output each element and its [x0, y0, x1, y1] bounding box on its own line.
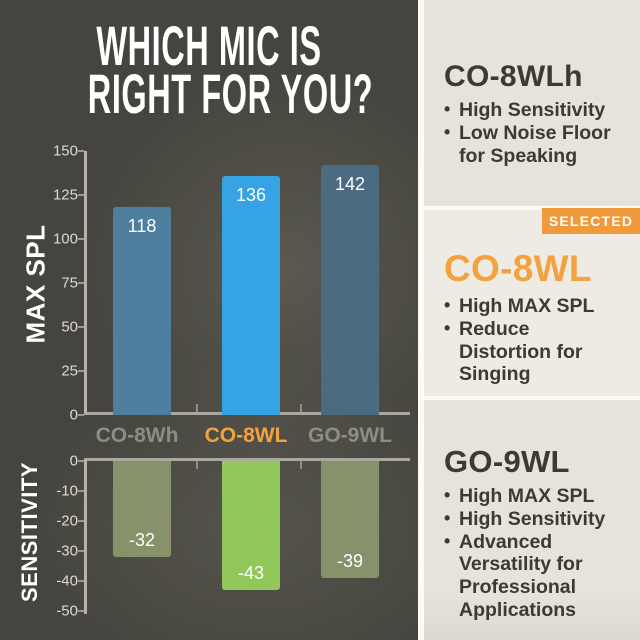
y-tick-mark [78, 370, 84, 372]
y-tick-label: 0 [69, 406, 78, 424]
y-tick-mark [78, 326, 84, 328]
bar-value-label: 118 [127, 216, 157, 237]
y-tick-mark [78, 580, 84, 582]
max-spl-chart: 150 125 100 75 50 25 0 118 136 142 [53, 143, 410, 424]
feature-bullet: Reduce Distortion for Singing [444, 318, 626, 386]
feature-bullet: High MAX SPL [444, 485, 626, 508]
y-tick-label: -10 [56, 482, 78, 500]
bar-value-label: -43 [237, 563, 264, 583]
bar-co-8wh-sensitivity: -32 [113, 461, 171, 557]
info-panel: CO-8WLh High SensitivityLow Noise Floor … [418, 0, 640, 640]
bar-value-label: 136 [235, 184, 267, 205]
feature-bullet: High Sensitivity [444, 508, 626, 531]
category-label-go-9wl: GO-9WL [308, 424, 392, 447]
section-divider [424, 206, 640, 210]
category-label-co-8wh: CO-8Wh [95, 424, 179, 447]
y-tick-label: -20 [56, 512, 78, 530]
category-label-co-8wl: CO-8WL [204, 424, 288, 447]
sensitivity-chart: 0 -10 -20 -30 -40 -50 -32 -43 -39 [56, 453, 410, 620]
y-tick-mark [78, 490, 84, 492]
page-title: WHICH MIC IS RIGHT FOR YOU? [0, 14, 418, 125]
feature-list-co-8wlh: High SensitivityLow Noise Floor for Spea… [444, 99, 626, 167]
section-heading-co-8wlh: CO-8WLh [444, 60, 583, 93]
y-tick-label: 75 [61, 274, 78, 292]
chart-panel: WHICH MIC IS RIGHT FOR YOU? MAX SPL SENS… [0, 0, 418, 640]
y-tick-label: -50 [56, 602, 78, 620]
x-tick-mark [195, 461, 198, 469]
feature-bullet: High MAX SPL [444, 295, 626, 318]
bar-value-label: -32 [128, 530, 155, 550]
bar-value-label: -39 [336, 551, 363, 571]
section-co-8wlh: CO-8WLh High SensitivityLow Noise Floor … [424, 0, 640, 206]
feature-bullet: High Sensitivity [444, 99, 626, 122]
section-heading-go-9wl: GO-9WL [444, 444, 570, 479]
bar-value-label: 142 [334, 174, 366, 195]
feature-list-go-9wl: High MAX SPLHigh SensitivityAdvanced Ver… [444, 485, 626, 622]
y-tick-mark [78, 460, 84, 462]
section-go-9wl: GO-9WL High MAX SPLHigh SensitivityAdvan… [424, 400, 640, 640]
feature-bullet: Advanced Versatility for Professional Ap… [444, 531, 626, 622]
section-divider [424, 396, 640, 400]
bar-go-9wl-max-spl: 142 [321, 165, 379, 415]
y-tick-mark [78, 520, 84, 522]
feature-list-co-8wl: High MAX SPLReduce Distortion for Singin… [444, 295, 626, 386]
bar-co-8wl-sensitivity: -43 [222, 461, 280, 590]
title-line-2: RIGHT FOR YOU? [87, 62, 374, 125]
y-tick-mark [78, 610, 84, 612]
y-tick-label: 25 [61, 362, 78, 380]
y-tick-mark [78, 194, 84, 196]
y-tick-mark [78, 550, 84, 552]
category-axis-labels: CO-8Wh CO-8WL GO-9WL [84, 424, 410, 450]
y-tick-label: -30 [56, 542, 78, 560]
bar-co-8wh-max-spl: 118 [113, 207, 171, 415]
bar-co-8wl-max-spl: 136 [222, 175, 280, 415]
section-heading-co-8wl: CO-8WL [444, 248, 592, 289]
title-line-1: WHICH MIC IS [96, 14, 322, 77]
y-tick-label: 0 [69, 452, 78, 470]
bar-go-9wl-sensitivity: -39 [321, 461, 379, 578]
x-tick-mark [299, 404, 302, 412]
y-tick-mark [78, 282, 84, 284]
y-tick-label: 50 [61, 318, 78, 336]
y-tick-label: 150 [52, 142, 78, 160]
y-tick-label: 100 [52, 230, 78, 248]
y-tick-mark [78, 414, 84, 416]
x-tick-mark [299, 461, 302, 469]
y-tick-mark [78, 150, 84, 152]
selected-badge: SELECTED [542, 208, 640, 234]
y-tick-label: -40 [56, 572, 78, 590]
section-co-8wl-selected: SELECTED CO-8WL High MAX SPLReduce Disto… [424, 208, 640, 396]
x-tick-mark [195, 404, 198, 412]
feature-bullet: Low Noise Floor for Speaking [444, 122, 626, 168]
y-tick-label: 125 [52, 186, 78, 204]
y-tick-mark [78, 238, 84, 240]
